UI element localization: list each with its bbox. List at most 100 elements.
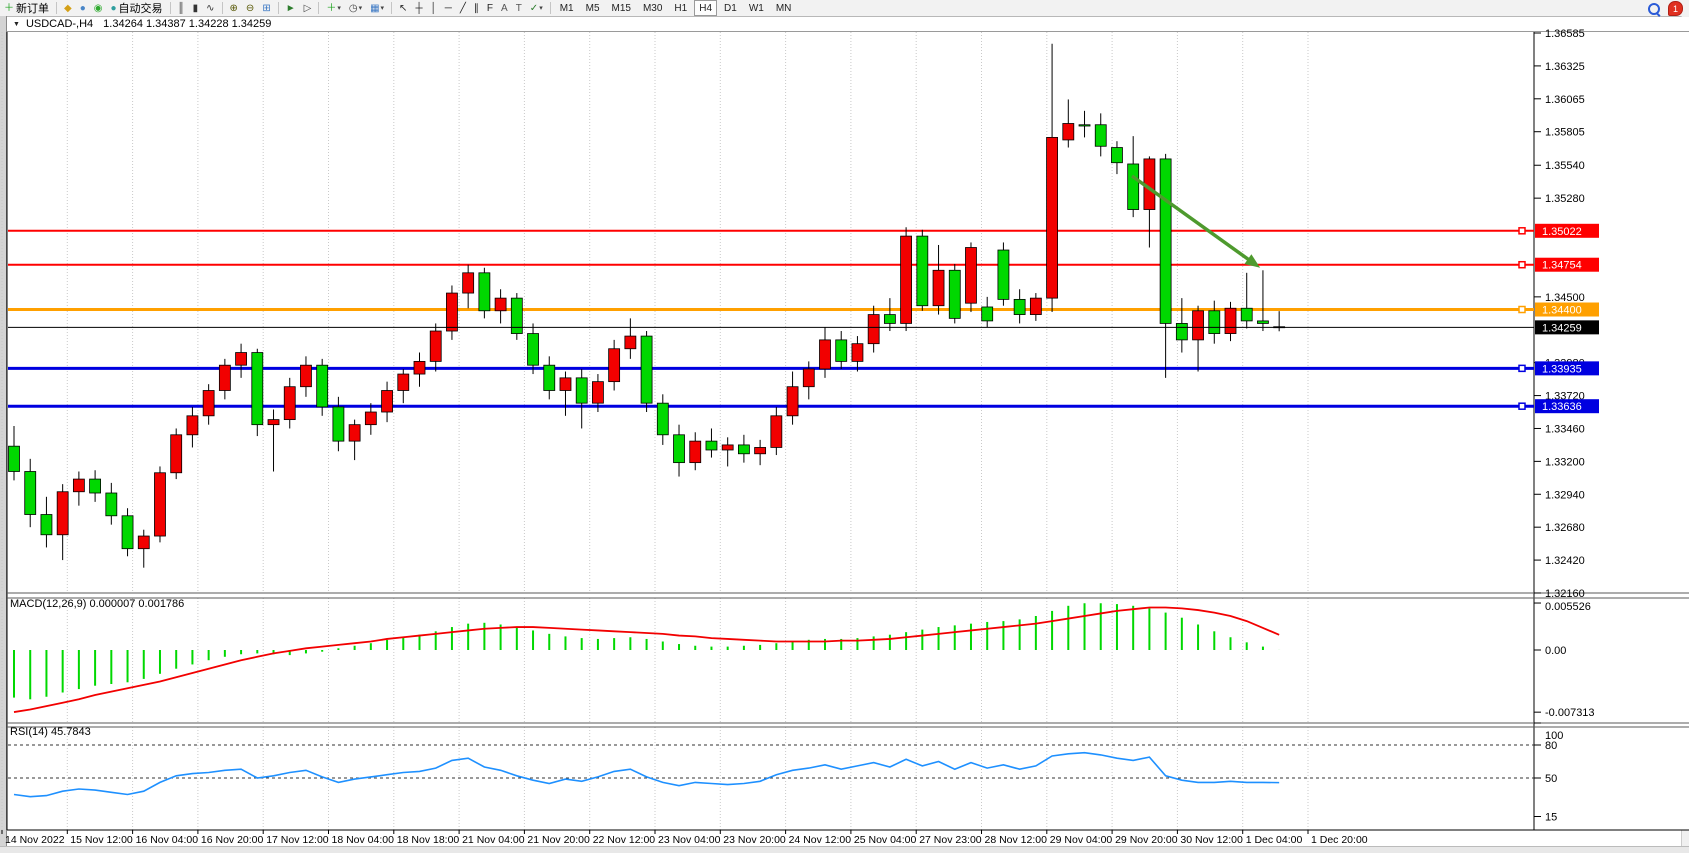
signals-button[interactable]: ◉	[91, 1, 106, 16]
fibonacci-icon: F	[486, 2, 494, 14]
timeframe-button-M30[interactable]: M30	[642, 2, 663, 14]
timeframe-button-D1[interactable]: D1	[724, 2, 737, 14]
rsi-axis-label: 80	[1545, 740, 1557, 752]
timeframe-button-M15[interactable]: M15	[611, 2, 631, 14]
price-axis-background	[1534, 32, 1689, 830]
new-order-button[interactable]: ＋新订单	[1, 1, 52, 16]
timeframe-button-M5[interactable]: M5	[585, 2, 600, 14]
time-label: 29 Nov 04:00	[1050, 834, 1113, 846]
equidistant-channel-button[interactable]: ∥	[471, 1, 482, 16]
candle	[332, 396, 345, 452]
timeframe-button-H1[interactable]: H1	[674, 2, 688, 14]
notifications-icon[interactable]: 1	[1668, 1, 1683, 16]
candle-body	[1046, 137, 1058, 299]
price-badge	[1535, 320, 1599, 335]
bar-chart-icon: ║	[177, 2, 185, 14]
candle-body	[608, 348, 621, 383]
candle-body	[689, 440, 702, 464]
autotrading-icon: ●	[110, 2, 117, 14]
hline-marker[interactable]	[1518, 260, 1526, 269]
candle-body	[446, 292, 458, 332]
bar-chart-button[interactable]: ║	[175, 1, 188, 16]
crosshair-button[interactable]: ┼	[412, 1, 425, 16]
candle-body	[770, 415, 783, 448]
candle	[689, 432, 702, 471]
candle	[251, 348, 264, 437]
price-badge-label: 1.33935	[1542, 363, 1582, 375]
candle-body	[40, 514, 53, 536]
candle-body	[300, 364, 312, 388]
candle-body	[1062, 123, 1075, 141]
periods-button[interactable]: ◷ ▾	[346, 1, 365, 16]
candle	[8, 425, 20, 481]
fibonacci-button[interactable]: F	[484, 1, 496, 16]
price-tick-label: 1.33200	[1545, 456, 1585, 468]
candle-body	[121, 515, 134, 550]
indicators-button[interactable]: ＋ ▾	[323, 1, 344, 16]
line-chart-button[interactable]: ∿	[203, 1, 217, 16]
price-badge-label: 1.35022	[1542, 226, 1582, 238]
trend-arrow[interactable]	[1130, 174, 1254, 264]
toolbar-separator	[277, 2, 279, 14]
price-badge	[1535, 257, 1599, 272]
rsi-axis-label: 15	[1545, 812, 1557, 824]
text-label-button[interactable]: T	[513, 1, 525, 16]
chart-window-titlebar[interactable]: ▼ USDCAD-,H4 1.34264 1.34387 1.34228 1.3…	[7, 17, 1689, 32]
templates-button[interactable]: ▦ ▾	[367, 1, 387, 16]
candle-body	[218, 364, 231, 391]
trend-arrowhead	[1244, 254, 1261, 268]
candle-body	[916, 235, 929, 307]
vertical-line-button[interactable]: │	[428, 1, 440, 16]
candle	[154, 466, 166, 543]
time-label: 22 Nov 12:00	[593, 834, 656, 846]
rsi-axis-label: 100	[1545, 730, 1563, 742]
auto-scroll-button[interactable]: ►	[283, 1, 299, 16]
time-label: 21 Nov 20:00	[527, 834, 590, 846]
timeframe-button-W1[interactable]: W1	[748, 2, 764, 14]
timeframe-button-M1[interactable]: M1	[559, 2, 574, 14]
tile-windows-button[interactable]: ⊞	[259, 1, 273, 16]
autotrading-button[interactable]: ● 自动交易	[107, 1, 165, 16]
trendline-button[interactable]: ╱	[457, 1, 469, 16]
arrows-button[interactable]: ✓ ▾	[527, 1, 546, 16]
cursor-button[interactable]: ↖	[396, 1, 410, 16]
search-icon[interactable]	[1648, 2, 1661, 17]
community-button[interactable]: ●	[77, 1, 89, 16]
timeframe-button-H4[interactable]: H4	[694, 0, 718, 16]
candle-body	[202, 390, 215, 417]
text-button[interactable]: A	[498, 1, 511, 16]
candle-body	[819, 339, 831, 370]
hline-marker[interactable]	[1518, 305, 1526, 314]
candle-body	[883, 314, 896, 324]
timeframe-button-MN[interactable]: MN	[775, 2, 792, 14]
candle	[640, 331, 653, 413]
price-badge-label: 1.34754	[1542, 260, 1582, 272]
candle	[494, 289, 507, 324]
chart-dropdown-icon[interactable]: ▼	[13, 20, 20, 28]
hline-marker[interactable]	[1518, 364, 1526, 373]
market-button[interactable]: ◆	[61, 1, 75, 16]
price-badge-label: 1.34400	[1542, 305, 1582, 317]
zoom-in-button[interactable]: ⊕	[227, 1, 241, 16]
candlestick-chart-button[interactable]: ▮	[190, 1, 202, 16]
candle	[170, 428, 183, 480]
candle	[997, 242, 1010, 306]
price-tick-label: 1.34500	[1545, 292, 1585, 304]
candle-body	[283, 386, 296, 421]
hline-marker[interactable]	[1518, 402, 1526, 410]
candle-body	[462, 272, 475, 294]
zoom-out-button[interactable]: ⊖	[243, 1, 257, 16]
chevron-down-icon: ▾	[358, 5, 363, 12]
chart-shift-button[interactable]: ▷	[301, 1, 315, 16]
candle	[543, 356, 556, 400]
candle	[121, 508, 134, 557]
candle	[608, 339, 621, 391]
hline-marker[interactable]	[1518, 227, 1526, 235]
candle	[218, 358, 231, 400]
horizontal-line-button[interactable]: ─	[442, 1, 455, 16]
candle-body	[316, 364, 329, 408]
price-tick-label: 1.35805	[1545, 127, 1585, 139]
candle	[981, 296, 994, 328]
price-tick-label: 1.36325	[1545, 61, 1585, 73]
